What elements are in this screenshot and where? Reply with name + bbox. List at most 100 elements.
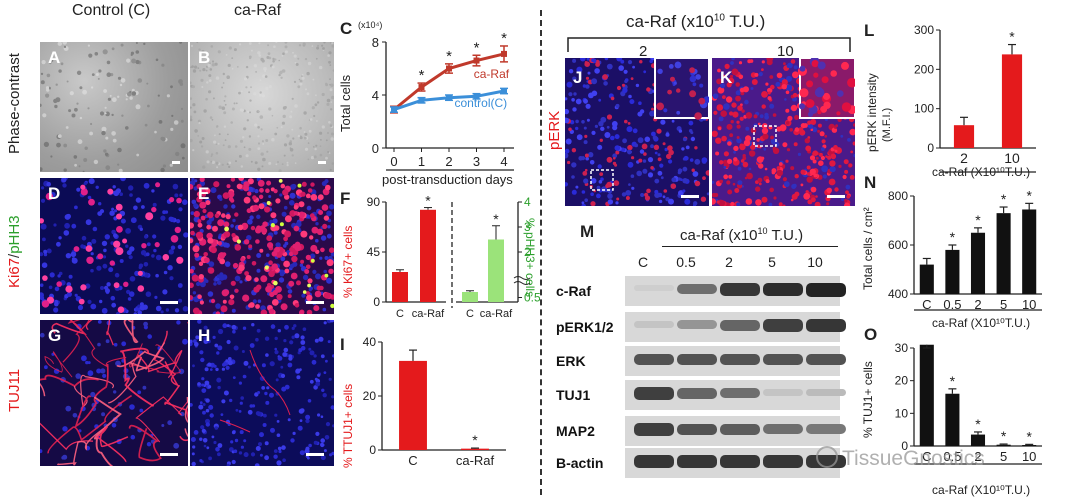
dapi-nucleus — [323, 321, 327, 325]
dapi-nucleus — [234, 438, 239, 443]
dapi-nucleus — [241, 350, 245, 353]
phase-cell — [307, 158, 310, 161]
western-band — [634, 423, 674, 436]
micrograph-B: B — [190, 42, 334, 172]
perk-cell — [692, 171, 699, 177]
dapi-nucleus — [57, 274, 61, 278]
phase-cell — [310, 156, 315, 160]
phase-cell — [206, 65, 209, 68]
dapi-nucleus — [217, 443, 223, 448]
dapi-nucleus — [308, 287, 312, 292]
ki67-nucleus — [221, 213, 226, 218]
perk-cell — [588, 152, 594, 158]
perk-cell — [613, 157, 616, 160]
dapi-nucleus — [76, 187, 81, 192]
dapi-nucleus — [204, 380, 210, 386]
phase-cell — [313, 155, 317, 159]
phase-cell — [88, 53, 93, 58]
category-label: 10 — [1004, 150, 1020, 166]
dapi-nucleus — [190, 403, 193, 407]
perk-cell — [568, 92, 573, 97]
phase-cell — [315, 94, 317, 97]
perk-cell — [844, 202, 851, 206]
legend-control: control(C) — [455, 96, 508, 110]
phase-cell — [45, 93, 50, 98]
phase-cell — [209, 62, 211, 65]
phase-cell — [218, 133, 221, 136]
dapi-nucleus — [191, 461, 196, 466]
y-tick-label: 90 — [367, 195, 381, 209]
dapi-nucleus — [113, 390, 117, 394]
phase-cell — [210, 45, 214, 48]
perk-cell — [761, 127, 769, 134]
perk-cell — [757, 177, 763, 183]
significance-star: * — [474, 39, 480, 56]
phase-cell — [158, 120, 163, 124]
phase-cell — [91, 73, 95, 76]
western-band — [806, 388, 846, 396]
perk-cell — [822, 174, 827, 179]
lane-label: 0.5 — [676, 254, 696, 270]
phase-cell — [74, 163, 77, 167]
perk-cell — [764, 114, 769, 120]
ki67-nucleus — [190, 295, 194, 301]
dapi-nucleus — [49, 272, 55, 278]
dapi-nucleus — [97, 320, 102, 324]
phase-cell — [76, 102, 79, 105]
perk-cell — [784, 98, 787, 101]
perk-cell — [615, 201, 619, 205]
perk-cell — [833, 145, 838, 150]
dapi-nucleus — [322, 393, 327, 398]
dapi-nucleus — [201, 428, 206, 433]
perk-cell — [667, 145, 673, 151]
dapi-nucleus — [248, 186, 254, 193]
panel-letter-I: I — [340, 335, 345, 354]
phase-cell — [161, 137, 166, 142]
y-tick-label: 600 — [888, 238, 908, 252]
phase-cell — [215, 143, 218, 146]
dapi-nucleus — [276, 420, 280, 423]
tuj1-neurite — [128, 424, 162, 462]
phase-cell — [216, 166, 219, 169]
perk-cell — [671, 119, 675, 123]
dapi-nucleus — [129, 276, 136, 282]
dapi-nucleus — [242, 326, 247, 330]
phase-cell — [302, 42, 306, 46]
dapi-nucleus — [329, 320, 334, 323]
perk-cell — [627, 149, 632, 155]
phase-cell — [201, 50, 205, 54]
micrograph-B-texture — [190, 42, 334, 172]
dapi-nucleus — [66, 282, 72, 287]
perk-cell — [735, 95, 741, 102]
perk-cell — [806, 176, 813, 183]
ki67-nucleus — [205, 200, 211, 206]
dapi-nucleus — [239, 401, 243, 405]
dapi-nucleus — [61, 456, 65, 460]
inset-cell — [806, 80, 814, 88]
ki67-nucleus — [228, 299, 235, 306]
inset-cell — [841, 61, 849, 70]
perk-cell — [759, 114, 764, 119]
chart-N: N Total cells / cm² 400600800C*0.5*2*5*1… — [861, 173, 1042, 330]
perk-cell — [724, 63, 730, 69]
ki67-nucleus — [310, 194, 318, 201]
inset-cell — [823, 101, 831, 109]
dapi-nucleus — [276, 460, 282, 466]
chart-L-yunit: (M.F.I.) — [881, 108, 893, 142]
phase-cell — [101, 130, 106, 136]
dapi-nucleus — [263, 413, 267, 418]
scale-bar-A — [172, 161, 180, 164]
phase-cell — [125, 98, 128, 101]
perk-cell — [800, 123, 806, 129]
perk-cell — [646, 188, 651, 194]
phase-cell — [262, 157, 266, 162]
phase-cell — [250, 160, 253, 163]
perk-cell — [656, 128, 662, 134]
perk-cell — [603, 81, 608, 86]
tuj1-neurite — [119, 347, 155, 407]
perk-cell — [770, 84, 775, 90]
dapi-nucleus — [246, 235, 252, 241]
dapi-nucleus — [191, 452, 195, 456]
ki67-nucleus — [319, 285, 324, 291]
dapi-nucleus — [146, 242, 151, 247]
